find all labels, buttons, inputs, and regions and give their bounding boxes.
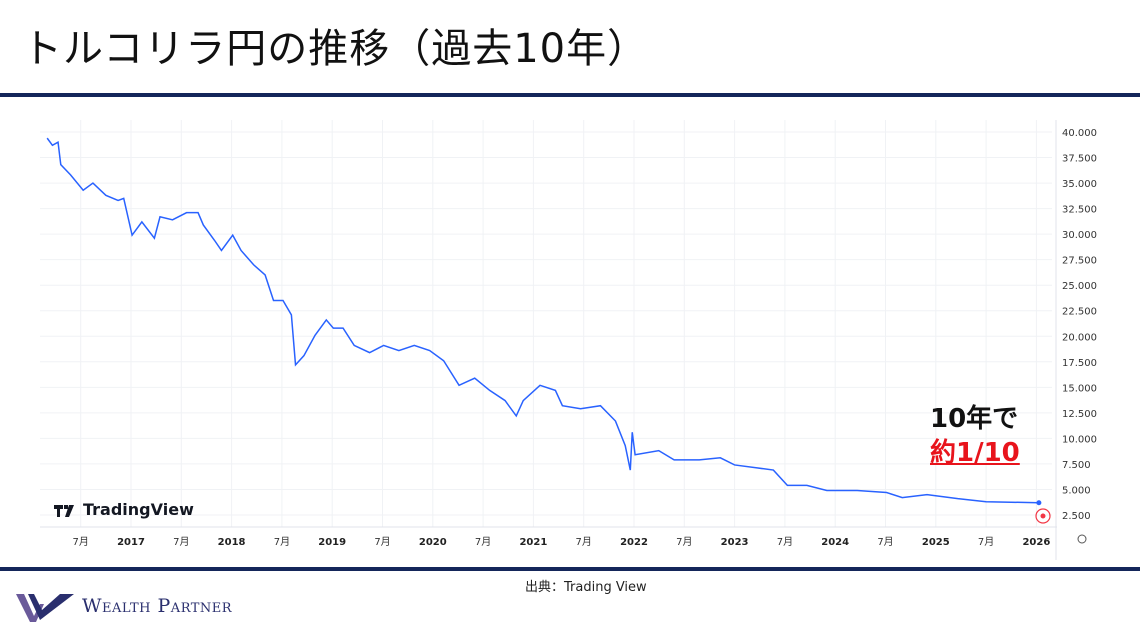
y-tick-label: 7.500 [1062, 460, 1091, 471]
source-caption: 出典：Trading View [525, 580, 647, 595]
y-tick-label: 15.000 [1062, 383, 1097, 394]
y-tick-label: 35.000 [1062, 179, 1097, 190]
footer-divider [0, 567, 1140, 571]
x-tick-label: 7月 [475, 536, 491, 548]
y-tick-label: 5.000 [1062, 485, 1091, 496]
x-tick-label: 2023 [721, 537, 749, 548]
settings-gear-icon [1077, 534, 1087, 544]
y-tick-label: 10.000 [1062, 434, 1097, 445]
annotation-line2: 約1/10 [930, 438, 1020, 468]
x-tick-label: 2017 [117, 537, 145, 548]
price-line [46, 137, 1039, 504]
y-tick-label: 17.500 [1062, 358, 1097, 369]
x-tick-label: 7月 [73, 536, 89, 548]
y-tick-label: 37.500 [1062, 154, 1097, 165]
live-indicator-dot [1040, 513, 1046, 519]
x-tick-label: 7月 [274, 536, 290, 548]
tradingview-logo-icon [54, 504, 74, 517]
y-tick-label: 27.500 [1062, 256, 1097, 267]
x-tick-label: 7月 [877, 536, 893, 548]
x-tick-label: 7月 [576, 536, 592, 548]
y-tick-label: 12.500 [1062, 409, 1097, 420]
x-tick-label: 7月 [777, 536, 793, 548]
y-tick-label: 40.000 [1062, 128, 1097, 139]
y-tick-label: 20.000 [1062, 332, 1097, 343]
y-tick-label: 2.500 [1062, 511, 1091, 522]
x-tick-label: 7月 [374, 536, 390, 548]
x-tick-label: 7月 [173, 536, 189, 548]
last-price-dot [1036, 500, 1042, 506]
x-tick-label: 2019 [318, 537, 346, 548]
tradingview-watermark: TradingView [54, 500, 194, 519]
line-chart: 40.000 37.500 35.000 32.500 30.000 27.500 25.0… [40, 120, 1097, 560]
x-tick-label: 2024 [821, 537, 849, 548]
annotation-line1: 10年で [930, 404, 1019, 434]
wealth-partner-logo-icon [16, 594, 74, 622]
live-indicator-ring [1035, 508, 1051, 524]
y-tick-label: 32.500 [1062, 205, 1097, 216]
x-tick-label: 2018 [218, 537, 246, 548]
x-tick-label: 2026 [1022, 537, 1050, 548]
x-tick-label: 7月 [676, 536, 692, 548]
x-tick-label: 2021 [519, 537, 547, 548]
x-tick-label: 7月 [978, 536, 994, 548]
x-tick-label: 2025 [922, 537, 950, 548]
header-divider [0, 93, 1140, 97]
y-tick-label: 22.500 [1062, 307, 1097, 318]
x-tick-label: 2022 [620, 537, 648, 548]
x-tick-label: 2020 [419, 537, 447, 548]
page-title: トルコリラ円の推移（過去10年） [22, 26, 649, 72]
company-logo: Wealth Partner [14, 590, 232, 622]
y-tick-label: 25.000 [1062, 281, 1097, 292]
y-tick-label: 30.000 [1062, 230, 1097, 241]
